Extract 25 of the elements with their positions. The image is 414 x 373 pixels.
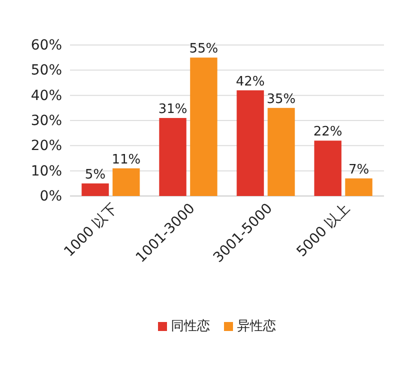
bar <box>236 90 264 196</box>
y-tick-label: 60% <box>30 37 62 54</box>
bar <box>268 108 295 196</box>
data-label: 55% <box>189 42 218 57</box>
y-tick-label: 50% <box>30 62 62 79</box>
data-label: 11% <box>112 152 141 168</box>
legend-label: 异性恋 <box>237 318 276 334</box>
data-label: 22% <box>313 124 342 140</box>
data-label: 35% <box>266 92 296 107</box>
data-label: 31% <box>158 102 188 117</box>
legend-label: 同性恋 <box>171 318 210 334</box>
data-label: 5% <box>84 167 106 182</box>
bar <box>112 168 140 196</box>
bar <box>314 140 342 196</box>
bar <box>159 118 186 196</box>
y-tick-label: 30% <box>30 112 62 129</box>
y-tick-label: 40% <box>30 88 62 104</box>
y-tick-label: 20% <box>30 138 62 154</box>
bar <box>345 178 372 196</box>
bar <box>82 183 109 196</box>
y-tick-label: 0% <box>40 188 62 204</box>
data-label: 7% <box>348 162 370 178</box>
bar <box>190 58 218 196</box>
y-tick-label: 10% <box>30 163 62 180</box>
data-label: 42% <box>236 74 265 90</box>
